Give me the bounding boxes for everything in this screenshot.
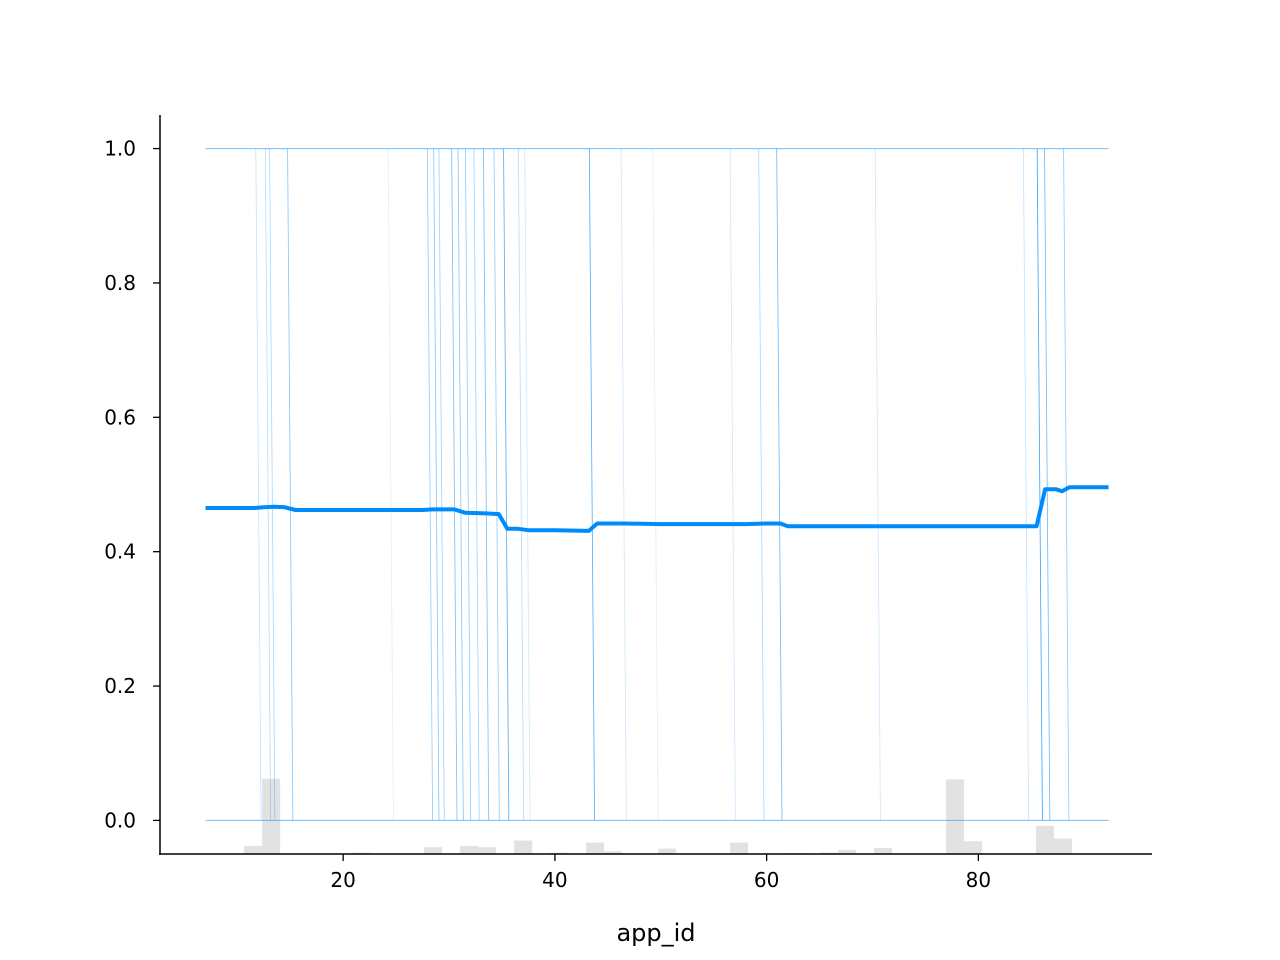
histogram-bar-11: [730, 842, 749, 854]
ice-line-3: [287, 148, 294, 821]
histogram-bar-19: [1054, 838, 1073, 854]
histogram-bar-3: [424, 847, 443, 854]
average-dependence-line: [205, 485, 1109, 533]
ice-line-22: [776, 148, 783, 821]
ice-line-25: [1036, 148, 1043, 821]
ice-line-0: [255, 148, 262, 821]
ice-line-5: [426, 148, 434, 821]
y-ticks: 0.0 0.2 0.4 0.6 0.8 1.0: [104, 137, 160, 832]
y-tick-label-0: 0.0: [104, 808, 136, 832]
ice-line-12: [483, 148, 490, 821]
ice-line-19: [652, 148, 659, 821]
x-tick-label-3: 80: [966, 868, 991, 892]
histogram-bar-16: [946, 779, 965, 854]
x-tick-label-2: 60: [754, 868, 779, 892]
histogram-bar-4: [460, 845, 479, 854]
ice-line-7: [438, 148, 445, 821]
histogram-bar-15: [874, 847, 893, 854]
y-tick-label-4: 0.8: [104, 271, 136, 295]
ice-line-16: [524, 148, 531, 821]
histogram-bar-9: [604, 851, 623, 854]
histogram-bar-10: [658, 848, 677, 854]
ice-line-9: [457, 148, 464, 821]
y-tick-label-5: 1.0: [104, 137, 136, 161]
axes: [159, 115, 1152, 855]
histogram-bar-1: [262, 778, 281, 854]
histogram-bar-17: [964, 841, 983, 854]
y-tick-label-1: 0.2: [104, 674, 136, 698]
ice-line-17: [588, 148, 595, 821]
y-tick-label-3: 0.6: [104, 405, 136, 429]
ice-line-8: [451, 148, 458, 821]
histogram-bar-5: [478, 847, 497, 854]
ice-line-4: [387, 148, 394, 821]
y-tick-label-2: 0.4: [104, 540, 136, 564]
histogram-bar-18: [1036, 825, 1055, 854]
histogram-bar-6: [514, 840, 533, 854]
ice-line-2: [269, 148, 276, 821]
ice-line-23: [874, 148, 881, 821]
ice-line-27: [1063, 148, 1070, 821]
ice-line-13: [493, 148, 500, 821]
ice-line-1: [264, 148, 272, 821]
x-tick-label-1: 40: [542, 868, 567, 892]
ice-lines: [205, 148, 1109, 821]
x-tick-label-0: 20: [330, 868, 355, 892]
ice-line-6: [433, 148, 440, 821]
ice-line-14: [503, 148, 510, 821]
ice-line-26: [1044, 148, 1051, 821]
ice-line-24: [1022, 148, 1030, 821]
histogram-bar-8: [586, 842, 605, 854]
average-line: [205, 485, 1109, 533]
histogram-bar-14: [838, 849, 857, 854]
ice-line-21: [758, 148, 765, 821]
ice-line-18: [620, 148, 627, 821]
ice-line-11: [473, 148, 480, 821]
ice-line-20: [729, 148, 736, 821]
ice-line-15: [517, 148, 525, 821]
ice-line-10: [465, 148, 472, 821]
histogram-bar-0: [244, 845, 263, 854]
x-axis-title: app_id: [616, 919, 695, 947]
x-ticks: 20 40 60 80: [330, 854, 991, 892]
